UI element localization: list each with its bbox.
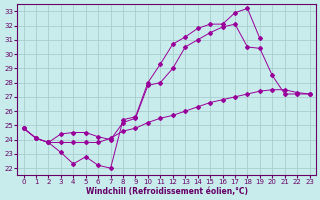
X-axis label: Windchill (Refroidissement éolien,°C): Windchill (Refroidissement éolien,°C)	[85, 187, 248, 196]
